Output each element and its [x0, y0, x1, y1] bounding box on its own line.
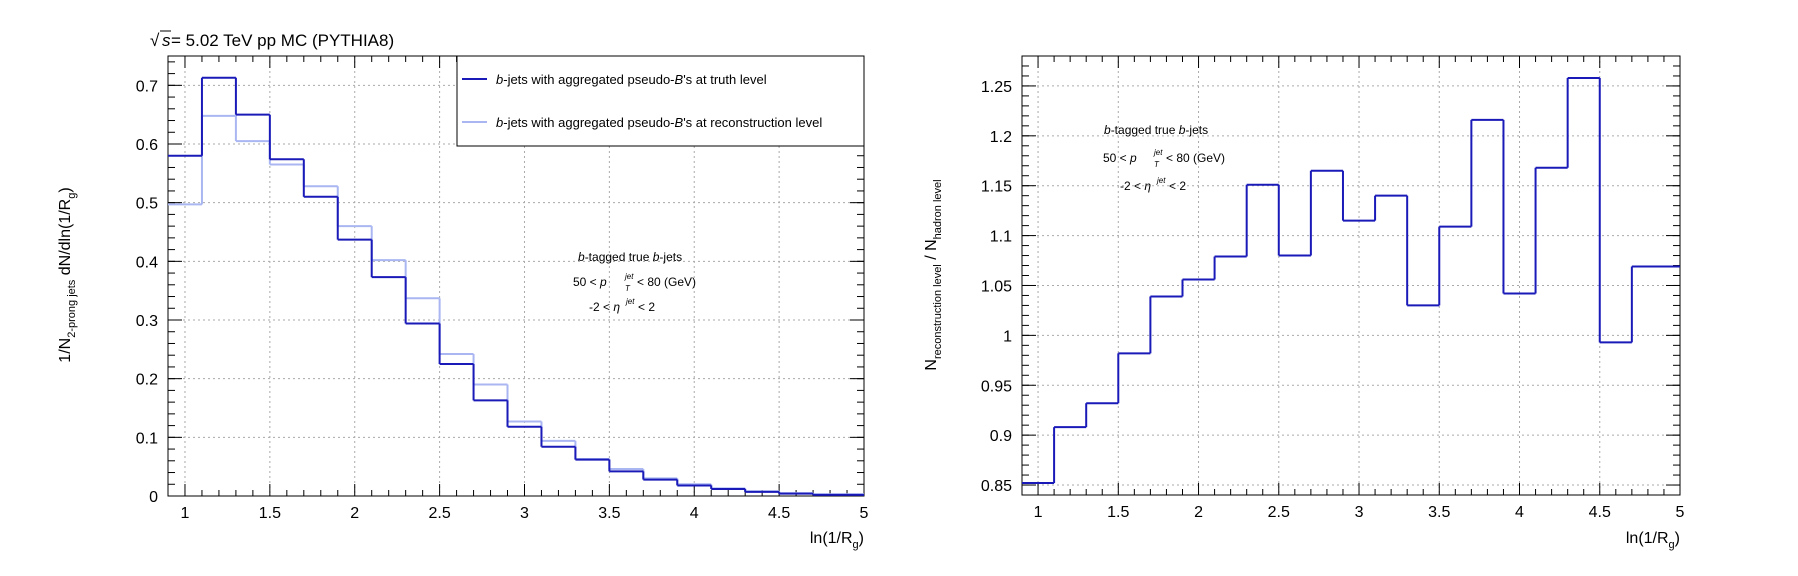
annotation-pt-sup: jet: [1153, 148, 1163, 157]
right-y-tick-label: 0.85: [981, 478, 1012, 495]
legend-label-truth: b-jets with aggregated pseudo-B's at tru…: [496, 72, 767, 87]
right-plot-frame: [1021, 55, 1681, 496]
left-legend: b-jets with aggregated pseudo-B's at tru…: [456, 55, 865, 147]
annotation-pt-post: < 80 (GeV): [1166, 151, 1225, 165]
annotation-line-2: 50 < p: [1103, 151, 1137, 165]
left-x-axis-label: ln(1/Rg): [810, 530, 864, 551]
left-y-tick-label: 0.4: [136, 254, 158, 271]
left-x-tick-label: 5: [860, 505, 869, 522]
annotation-pt-sub: T: [625, 284, 631, 293]
left-series-0: [168, 76, 864, 496]
left-selection-annotation: b-tagged true b-jets 50 < p jet T < 80 (…: [573, 250, 696, 314]
legend-label-reco: b-jets with aggregated pseudo-B's at rec…: [496, 115, 822, 130]
left-x-tick-label: 2.5: [428, 505, 450, 522]
energy-header: √ s = 5.02 TeV pp MC (PYTHIA8): [150, 30, 394, 50]
annotation-pt-post: < 80 (GeV): [637, 275, 696, 289]
right-selection-annotation: b-tagged true b-jets 50 < p jet T < 80 (…: [1103, 123, 1225, 193]
left-x-tick-label: 4.5: [768, 505, 790, 522]
annotation-eta-post: < 2: [638, 300, 655, 314]
energy-text: = 5.02 TeV pp MC (PYTHIA8): [171, 31, 394, 50]
annotation-eta-sup: jet: [625, 297, 635, 306]
annotation-line-2: 50 < p: [573, 275, 607, 289]
left-x-tick-label: 1: [181, 505, 190, 522]
right-y-tick-label: 1.05: [981, 278, 1012, 295]
right-x-tick-label: 2: [1194, 504, 1203, 521]
left-y-axis-label: 1/N2-prong jets dN/dln(1/Rg): [57, 187, 78, 362]
right-y-axis-label: Nreconstruction level / Nhadron level: [923, 179, 944, 370]
left-series-layer: [168, 76, 864, 496]
left-x-tick-label: 4: [690, 505, 699, 522]
right-y-tick-label: 1: [1003, 328, 1012, 345]
right-x-tick-label: 1: [1034, 504, 1043, 521]
annotation-line-1: b-tagged true b-jets: [578, 250, 682, 264]
left-y-tick-label: 0: [149, 489, 158, 506]
left-x-tick-label: 3.5: [598, 505, 620, 522]
annotation-line-3: -2 < η: [589, 300, 620, 314]
left-y-tick-label: 0.7: [136, 78, 158, 95]
sqrt-s-label: s: [162, 31, 171, 50]
left-y-tick-label: 0.2: [136, 372, 158, 389]
right-y-tick-label: 1.25: [981, 79, 1012, 96]
right-x-axis-label: ln(1/Rg): [1626, 530, 1680, 551]
sqrt-symbol: √: [150, 31, 160, 50]
left-y-tick-label: 0.1: [136, 430, 158, 447]
right-x-tick-label: 4: [1515, 504, 1524, 521]
right-x-tick-label: 3.5: [1428, 504, 1450, 521]
right-x-tick-label: 2.5: [1268, 504, 1290, 521]
right-x-tick-label: 4.5: [1589, 504, 1611, 521]
legend-box: [456, 55, 865, 147]
annotation-line-3: -2 < η: [1120, 179, 1151, 193]
right-x-tick-label: 1.5: [1107, 504, 1129, 521]
right-y-tick-label: 1.15: [981, 179, 1012, 196]
left-chart-panel: 1 1.5 2 2.5 3 3.5 4 4.5 500.10.20.30.40.50.60.7 …: [57, 55, 869, 551]
right-series-0: [1022, 76, 1680, 485]
left-y-tick-label: 0.3: [136, 313, 158, 330]
right-y-tick-label: 1.2: [990, 129, 1012, 146]
right-y-tick-label: 1.1: [990, 229, 1012, 246]
annotation-pt-sup: jet: [624, 272, 634, 281]
left-x-tick-label: 2: [350, 505, 359, 522]
right-y-tick-label: 0.9: [990, 428, 1012, 445]
right-x-tick-label: 5: [1676, 504, 1685, 521]
left-x-tick-label: 3: [520, 505, 529, 522]
left-axis-ticks: 1 1.5 2 2.5 3 3.5 4 4.5 5 0 0.1 0.2 0.3 0.4 0.5 0.6 0.7: [136, 56, 869, 522]
right-x-tick-label: 3: [1355, 504, 1364, 521]
right-grid: [1022, 56, 1681, 495]
annotation-pt-sub: T: [1154, 160, 1160, 169]
annotation-line-1: b-tagged true b-jets: [1104, 123, 1208, 137]
left-y-tick-label: 0.6: [136, 137, 158, 154]
left-y-tick-label: 0.5: [136, 196, 158, 213]
right-y-tick-label: 0.95: [981, 378, 1012, 395]
right-axis-ticks: 1 1.5 2 2.5 3 3.5 4 4.5 5 0.85 0.9 0.95 1 1.05 1.1 1.15…: [981, 55, 1685, 521]
right-chart-panel: 1 1.5 2 2.5 3 3.5 4 4.5 5 0.85 0.9 0.95 1 1.05 1.1 1.15…: [923, 55, 1685, 551]
left-grid: [168, 56, 865, 497]
annotation-eta-post: < 2: [1169, 179, 1186, 193]
right-series-layer: [1022, 76, 1680, 485]
left-x-tick-label: 1.5: [259, 505, 281, 522]
annotation-eta-sup: jet: [1156, 176, 1166, 185]
